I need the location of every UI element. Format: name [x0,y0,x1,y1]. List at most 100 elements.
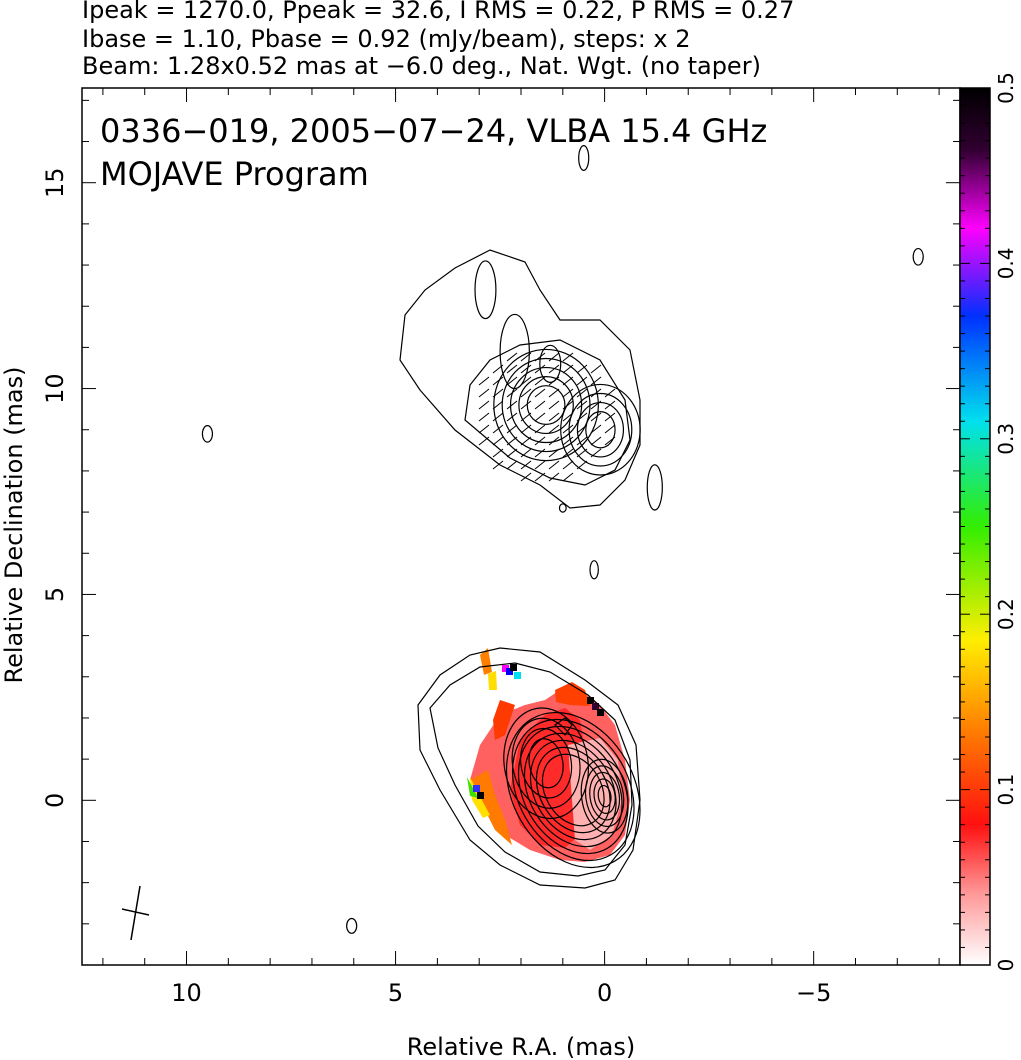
pol-patch [467,777,478,798]
evpa-vector [534,376,546,386]
pol-patch [493,700,515,740]
evpa-vector [604,436,616,446]
evpa-vector [590,436,602,446]
pol-pixel [514,672,521,679]
header-line-3: Beam: 1.28x0.52 mas at −6.0 deg., Nat. W… [82,52,761,80]
contour-line [399,249,641,509]
evpa-vector [534,388,546,398]
contour-line [541,753,605,827]
colorbar-tick-label: 0.1 [994,774,1018,806]
noise-contour [201,425,214,443]
contour-line [535,746,611,834]
chart-subtitle: MOJAVE Program [100,155,369,193]
pol-pixel [510,664,517,671]
evpa-vector [590,364,602,374]
evpa-vector [548,472,560,482]
evpa-vector [562,460,574,470]
contour-line [589,771,621,821]
pol-pixel [473,785,480,792]
evpa-vector [548,400,560,410]
y-tick-label: 10 [41,373,69,404]
y-tick-label: 15 [41,167,69,198]
pol-pixel [597,709,604,716]
evpa-vector [478,412,490,422]
evpa-vector [576,424,588,434]
evpa-vector [478,424,490,434]
evpa-vector [478,400,490,410]
evpa-vector [604,400,616,410]
evpa-vector [520,460,532,470]
evpa-vector [506,412,518,422]
evpa-vector [534,400,546,410]
pol-pixel [477,792,484,799]
header-line-2: Ibase = 1.10, Pbase = 0.92 (mJy/beam), s… [82,25,691,53]
evpa-vector [590,388,602,398]
evpa-vector [492,400,504,410]
contour-line [499,313,530,390]
evpa-vector [548,364,560,374]
x-tick-label: 5 [388,979,403,1007]
evpa-vector [576,364,588,374]
evpa-vector [492,388,504,398]
evpa-vector [492,364,504,374]
contour-line [585,411,616,449]
evpa-vector [520,412,532,422]
evpa-vector [562,436,574,446]
evpa-vector [576,400,588,410]
x-tick-label: 10 [171,979,202,1007]
contour-line [511,718,635,862]
evpa-vector [520,448,532,458]
evpa-vector [590,424,602,434]
pol-pixel [502,665,509,672]
evpa-vector [520,436,532,446]
evpa-vector [506,400,518,410]
evpa-vector [534,352,546,362]
noise-contour [589,560,599,580]
contour-line [580,758,629,834]
evpa-vector [534,472,546,482]
evpa-vector [506,448,518,458]
evpa-vector [548,448,560,458]
evpa-vector [478,376,490,386]
evpa-vector [548,376,560,386]
evpa-vector [506,460,518,470]
evpa-vector [478,388,490,398]
evpa-vector [562,412,574,422]
evpa-vector [562,400,574,410]
contour-line [474,260,497,320]
evpa-vector [520,388,532,398]
pol-pixel [592,703,599,710]
evpa-vectors [478,352,616,482]
evpa-vector [520,472,532,482]
y-tick-label: 0 [41,793,69,808]
pol-patch [568,738,622,850]
evpa-vector [520,376,532,386]
evpa-vector [604,388,616,398]
beam-major-axis [130,885,141,941]
evpa-vector [604,412,616,422]
noise-contour [346,917,358,934]
contour-line [568,392,633,467]
evpa-vector [520,352,532,362]
noise-contour [558,503,567,513]
evpa-vector [548,412,560,422]
evpa-vector [576,448,588,458]
contour-line [597,784,612,808]
y-tick-label: 5 [41,587,69,602]
evpa-vector [590,376,602,386]
evpa-vector [520,424,532,434]
contour-line [529,739,617,841]
evpa-vector [520,364,532,374]
pol-patch [470,770,512,845]
contour-line [417,647,641,889]
evpa-vector [576,388,588,398]
evpa-vector [604,424,616,434]
pol-pixel [506,668,513,675]
x-tick-label: −5 [796,979,831,1007]
evpa-vector [492,448,504,458]
noise-contour [912,247,924,266]
evpa-vector [576,460,588,470]
contour-line [518,376,574,435]
evpa-vector [576,436,588,446]
